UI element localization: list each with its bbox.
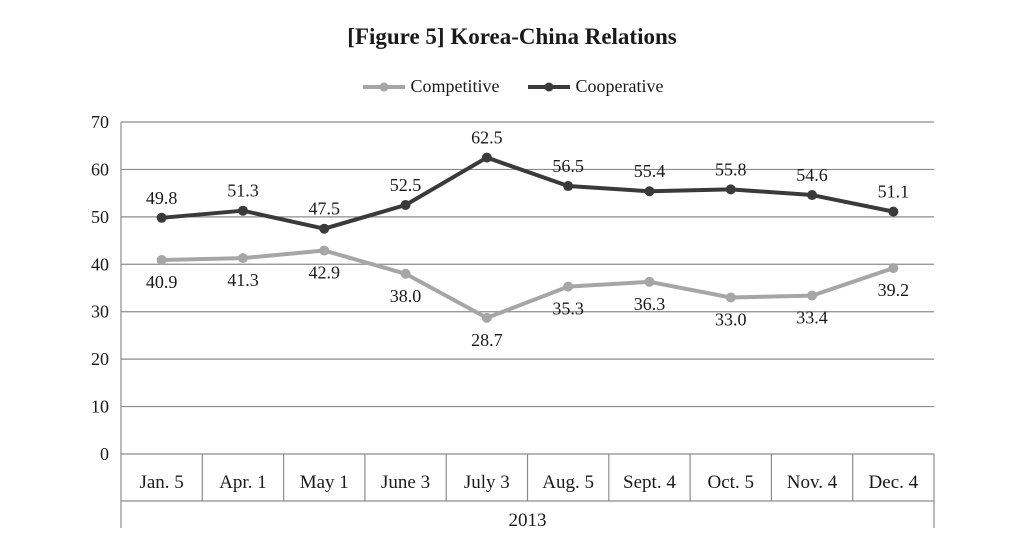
x-tick-label: May 1 (300, 472, 349, 493)
x-tick-label: Sept. 4 (623, 472, 676, 493)
series-line-cooperative (161, 155, 894, 231)
x-tick-label: July 3 (464, 472, 510, 493)
chart-title: [Figure 5] Korea-China Relations (347, 24, 677, 49)
data-point-cooperative (237, 205, 248, 216)
data-label-cooperative: 49.8 (146, 188, 178, 208)
data-point-competitive (725, 292, 736, 303)
y-tick-label: 30 (91, 302, 109, 322)
data-label-cooperative: 56.5 (552, 156, 584, 176)
legend-label-competitive: Competitive (410, 76, 500, 96)
data-point-cooperative (563, 181, 574, 192)
x-tick-label: Nov. 4 (787, 472, 838, 493)
data-point-competitive (563, 281, 574, 292)
data-point-cooperative (644, 186, 655, 197)
data-point-competitive (644, 276, 655, 287)
legend-swatch-competitive (362, 82, 405, 91)
data-point-competitive (237, 253, 248, 264)
legend-label-cooperative: Cooperative (575, 76, 664, 96)
data-point-competitive (156, 255, 167, 266)
legend: Competitive Cooperative (0, 76, 1024, 97)
data-label-competitive: 35.3 (552, 299, 584, 319)
data-label-competitive: 36.3 (634, 294, 666, 314)
data-label-cooperative: 52.5 (390, 175, 422, 195)
data-label-cooperative: 47.5 (309, 199, 341, 219)
data-point-competitive (481, 312, 492, 323)
y-tick-label: 10 (91, 397, 109, 417)
x-tick-label: Aug. 5 (542, 472, 594, 493)
y-tick-label: 50 (91, 207, 109, 227)
data-label-competitive: 38.0 (390, 286, 422, 306)
data-point-cooperative (725, 184, 736, 195)
y-tick-label: 0 (100, 444, 109, 464)
data-label-competitive: 40.9 (146, 272, 178, 292)
data-label-cooperative: 55.8 (715, 159, 747, 179)
data-point-cooperative (156, 212, 167, 223)
y-tick-label: 40 (91, 254, 109, 274)
x-axis-label: 2013 (509, 510, 547, 531)
data-label-cooperative: 51.3 (227, 181, 259, 201)
y-tick-label: 20 (91, 349, 109, 369)
data-label-competitive: 39.2 (878, 280, 910, 300)
x-tick-label: June 3 (381, 472, 430, 493)
data-point-cooperative (319, 223, 330, 234)
data-point-competitive (319, 245, 330, 256)
x-tick-label: Jan. 5 (139, 472, 183, 493)
series-line-competitive (161, 248, 894, 320)
x-tick-label: Oct. 5 (708, 472, 754, 493)
data-label-cooperative: 54.6 (796, 165, 828, 185)
data-label-cooperative: 51.1 (878, 182, 910, 202)
data-label-competitive: 41.3 (227, 270, 259, 290)
legend-swatch-cooperative (527, 82, 570, 91)
legend-item-cooperative: Cooperative (526, 76, 664, 97)
data-label-competitive: 33.0 (715, 309, 747, 329)
data-label-competitive: 28.7 (471, 330, 503, 350)
data-label-competitive: 42.9 (309, 263, 341, 283)
y-tick-label: 60 (91, 159, 109, 179)
data-point-cooperative (400, 200, 411, 210)
x-tick-label: Dec. 4 (869, 472, 919, 493)
data-label-competitive: 33.4 (796, 308, 828, 328)
data-label-cooperative: 62.5 (471, 128, 503, 148)
legend-item-competitive: Competitive (361, 76, 500, 97)
y-tick-label: 70 (91, 112, 109, 132)
data-label-cooperative: 55.4 (634, 161, 666, 181)
data-point-cooperative (888, 206, 899, 217)
data-point-competitive (400, 268, 411, 279)
x-tick-label: Apr. 1 (219, 472, 267, 493)
data-point-competitive (888, 263, 899, 274)
data-point-cooperative (807, 190, 818, 201)
data-point-competitive (807, 290, 818, 301)
data-point-cooperative (481, 152, 492, 163)
